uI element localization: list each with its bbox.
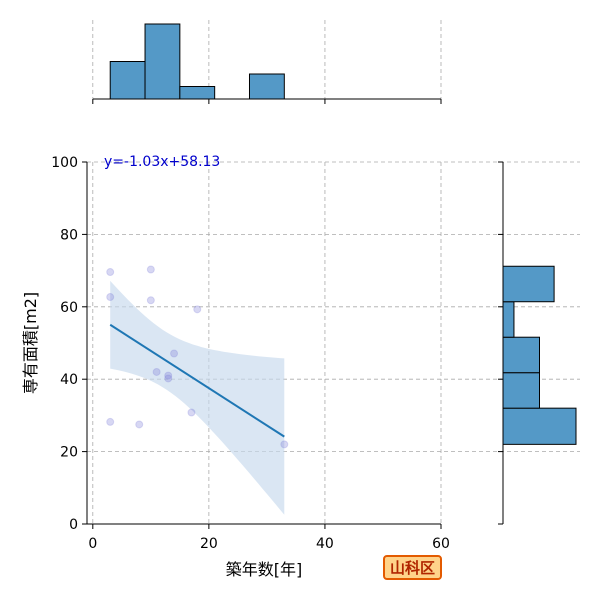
top-hist-bar [109,61,146,100]
y-tick-label: 20 [60,445,78,461]
top-histogram [92,20,442,104]
y-tick-label: 0 [69,517,78,533]
x-tick-label: 60 [432,536,450,552]
scatter-point [164,374,173,383]
district-badge: 山科区 [383,555,442,580]
y-tick-label: 80 [60,227,78,243]
scatter-point [106,417,115,426]
x-axis-label: 築年数[年] [226,560,303,579]
x-tick-label: 20 [200,536,218,552]
scatter-point [146,296,155,305]
right-histogram [498,161,577,525]
y-axis-label: 専有面積[m2] [21,292,40,394]
right-hist-bar [502,265,555,303]
y-tick-label: 60 [60,300,78,316]
scatter-point [106,293,115,302]
scatter-point [146,265,155,274]
scatter-point [193,305,202,314]
x-tick-label: 0 [88,536,97,552]
main-axes: 0 20 40 60 0 20 40 60 80 100 [51,155,450,552]
top-hist-bar [179,86,216,100]
scatter-point [280,440,289,449]
right-hist-bar [502,336,540,374]
right-hist-bar [502,372,540,409]
right-hist-bar [502,407,577,445]
scatter-point [106,268,115,277]
scatter-point [152,367,161,376]
y-tick-label: 40 [60,372,78,388]
regression-equation: y=-1.03x+58.13 [104,154,220,170]
scatter-points [106,265,289,449]
right-hist-bar [502,301,515,338]
confidence-band [110,280,285,515]
confidence-band-area [110,280,285,515]
scatter-point [170,349,179,358]
top-hist-bar [248,73,285,100]
scatter-point [187,408,196,417]
regression-line [109,323,285,438]
scatter-point [164,371,173,380]
y-tick-label: 100 [51,155,78,171]
grid-lines [87,161,580,524]
x-tick-label: 40 [316,536,334,552]
top-hist-bar [144,23,181,100]
scatter-point [135,420,144,429]
regression-line-group [109,323,285,438]
